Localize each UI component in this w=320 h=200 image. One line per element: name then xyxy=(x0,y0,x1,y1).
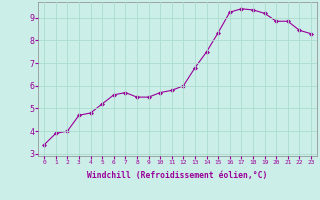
X-axis label: Windchill (Refroidissement éolien,°C): Windchill (Refroidissement éolien,°C) xyxy=(87,171,268,180)
